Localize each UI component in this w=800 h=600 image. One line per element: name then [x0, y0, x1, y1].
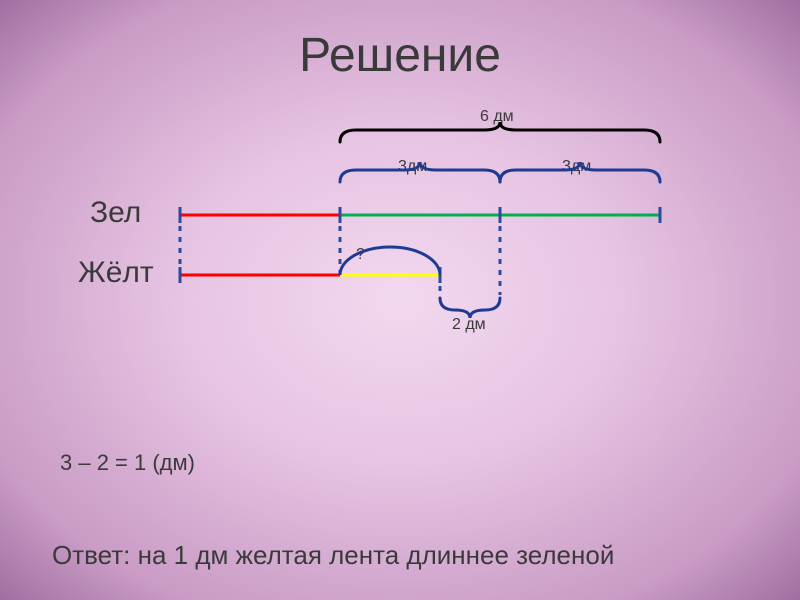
diagram-svg [0, 0, 800, 600]
